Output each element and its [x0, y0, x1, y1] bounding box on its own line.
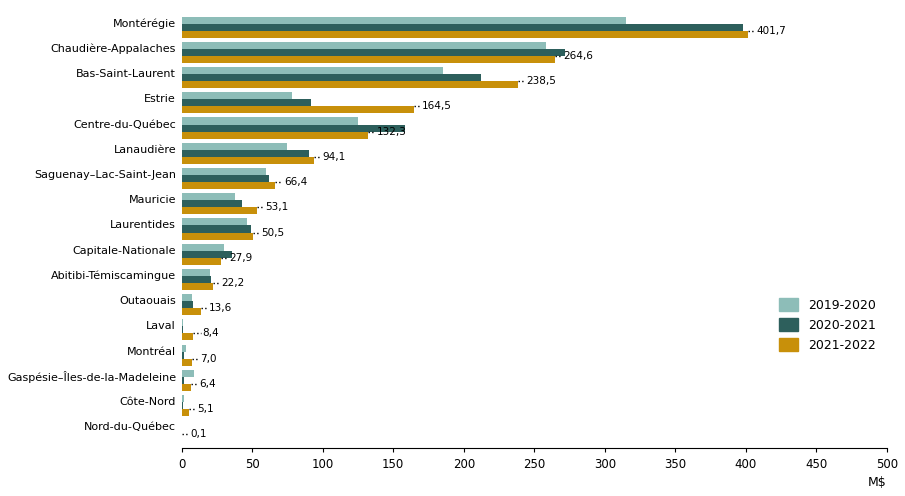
Text: 53,1: 53,1: [265, 202, 289, 212]
Bar: [182, 218, 246, 226]
Text: 401,7: 401,7: [757, 26, 786, 36]
Bar: [182, 168, 266, 175]
Bar: [182, 207, 256, 214]
Bar: [182, 244, 224, 250]
Bar: [182, 24, 743, 31]
Text: 7,0: 7,0: [200, 354, 216, 364]
Bar: [182, 402, 183, 409]
Bar: [182, 395, 184, 402]
Bar: [182, 150, 309, 157]
Bar: [182, 31, 748, 38]
Legend: 2019-2020, 2020-2021, 2021-2022: 2019-2020, 2020-2021, 2021-2022: [774, 293, 881, 357]
Text: 94,1: 94,1: [323, 152, 346, 162]
Text: 5,1: 5,1: [197, 404, 214, 414]
Bar: [182, 74, 481, 81]
Text: 132,3: 132,3: [376, 126, 406, 136]
Bar: [182, 409, 189, 416]
Text: 27,9: 27,9: [230, 253, 252, 263]
Bar: [182, 106, 414, 114]
Bar: [182, 182, 275, 189]
Text: 13,6: 13,6: [209, 303, 233, 313]
Text: 0,1: 0,1: [190, 430, 206, 439]
Bar: [182, 326, 183, 333]
Bar: [182, 377, 184, 384]
Text: 50,5: 50,5: [262, 228, 284, 238]
Bar: [182, 16, 626, 24]
Bar: [182, 283, 213, 290]
Bar: [182, 308, 201, 315]
Bar: [182, 352, 184, 359]
Bar: [182, 193, 235, 200]
Bar: [182, 384, 191, 391]
Text: 66,4: 66,4: [284, 177, 307, 187]
Bar: [182, 258, 221, 265]
Text: 264,6: 264,6: [564, 51, 594, 61]
Bar: [182, 345, 186, 352]
Text: 238,5: 238,5: [527, 76, 557, 86]
X-axis label: M$: M$: [868, 476, 887, 489]
Bar: [182, 269, 210, 276]
Bar: [182, 118, 358, 124]
Bar: [182, 92, 291, 99]
Bar: [182, 81, 518, 88]
Bar: [182, 42, 546, 49]
Bar: [182, 319, 184, 326]
Bar: [182, 333, 194, 340]
Bar: [182, 131, 368, 139]
Bar: [182, 294, 192, 301]
Bar: [182, 359, 192, 366]
Bar: [182, 226, 251, 233]
Bar: [182, 175, 269, 182]
Bar: [182, 200, 243, 207]
Bar: [182, 143, 288, 150]
Bar: [182, 49, 566, 56]
Bar: [182, 157, 314, 164]
Text: 164,5: 164,5: [422, 101, 452, 111]
Bar: [182, 276, 211, 283]
Text: 22,2: 22,2: [222, 278, 244, 288]
Text: 8,4: 8,4: [202, 328, 219, 338]
Text: 6,4: 6,4: [199, 379, 215, 389]
Bar: [182, 370, 194, 377]
Bar: [182, 56, 555, 63]
Bar: [182, 99, 311, 106]
Bar: [182, 124, 405, 131]
Bar: [182, 233, 252, 240]
Bar: [182, 250, 233, 258]
Bar: [182, 301, 193, 308]
Bar: [182, 67, 443, 74]
